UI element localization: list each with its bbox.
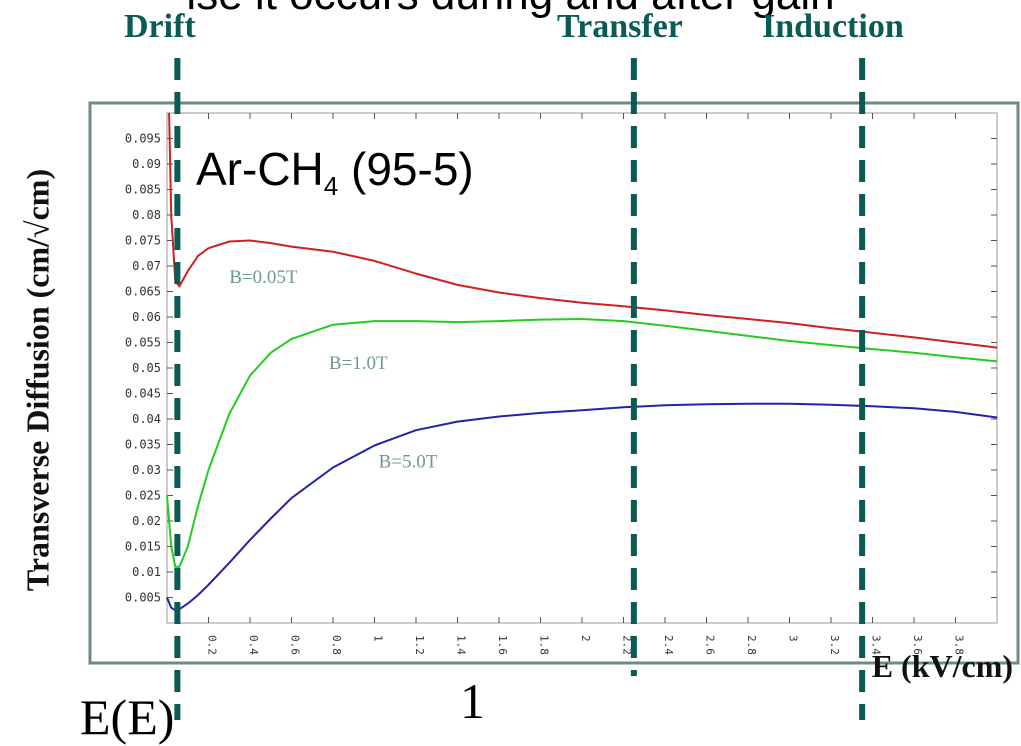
- x-tick-label: 3.8: [953, 635, 966, 655]
- series-line-b-1-0t: [166, 318, 998, 568]
- formula-fragment-left: E(E): [80, 689, 175, 745]
- y-tick-label: 0.06: [132, 310, 161, 324]
- y-tick-label: 0.09: [132, 157, 161, 171]
- y-tick-label: 0.04: [132, 412, 161, 426]
- series-line-b-0-05t: [168, 112, 998, 349]
- x-axis-label: E (kV/cm): [871, 648, 1013, 684]
- chart-outer-frame: [88, 101, 1020, 665]
- x-tick-label: 1.2: [413, 635, 426, 655]
- plot-area: [166, 112, 998, 624]
- cut-off-banner-text: ise it occurs during and after gain: [0, 0, 1021, 20]
- y-tick-label: 0.02: [132, 514, 161, 528]
- y-tick-label: 0.025: [125, 489, 161, 503]
- y-tick-label: 0.085: [125, 183, 161, 197]
- x-tick-label: 1.4: [455, 635, 468, 655]
- x-tick-label: 3.4: [870, 635, 883, 655]
- y-tick-label: 0.07: [132, 259, 161, 273]
- y-tick-label: 0.075: [125, 234, 161, 248]
- y-tick-label: 0.065: [125, 285, 161, 299]
- series-label: B=1.0T: [329, 353, 388, 374]
- x-tick-label: 2.6: [704, 635, 717, 655]
- series-label: B=5.0T: [379, 451, 438, 472]
- x-tick-label: 0.2: [206, 635, 219, 655]
- y-tick-label: 0.045: [125, 387, 161, 401]
- x-tick-label: 2.2: [621, 635, 634, 655]
- y-tick-label: 0.01: [132, 565, 161, 579]
- x-tick-label: 3: [787, 635, 800, 642]
- y-tick-label: 0.08: [132, 208, 161, 222]
- x-tick-label: 2.4: [662, 635, 675, 655]
- y-tick-label: 0.005: [125, 591, 161, 605]
- y-axis-label: Transverse Diffusion (cm/√cm): [19, 168, 56, 592]
- x-tick-label: 0.8: [330, 635, 343, 655]
- x-tick-label: 2.8: [745, 635, 758, 655]
- series-label: B=0.05T: [229, 267, 298, 288]
- y-tick-label: 0.035: [125, 438, 161, 452]
- x-tick-label: 0.6: [289, 635, 302, 655]
- x-tick-label: 2: [579, 635, 592, 642]
- x-tick-label: 1.8: [538, 635, 551, 655]
- gas-mixture-label: Ar-CH4 (95-5): [196, 143, 474, 202]
- y-tick-label: 0.05: [132, 361, 161, 375]
- y-tick-label: 0.055: [125, 336, 161, 350]
- region-label-drift: Drift: [124, 8, 196, 45]
- x-tick-label: 1.6: [496, 635, 509, 655]
- y-tick-label: 0.03: [132, 463, 161, 477]
- x-tick-label: 3.2: [828, 635, 841, 655]
- x-tick-label: 0.4: [247, 635, 260, 655]
- x-tick-label: 1: [372, 635, 385, 642]
- diffusion-chart: 0.005 0.01 0.015 0.02 0.025 0.03 0.035 0.04 0.04…: [88, 58, 1020, 720]
- y-tick-label: 0.015: [125, 540, 161, 554]
- y-tick-label: 0.095: [125, 132, 161, 146]
- x-tick-label: 3.6: [911, 635, 924, 655]
- region-label-induction: Induction: [762, 8, 904, 45]
- series-line-b-5-0t: [166, 402, 998, 612]
- formula-fragment-right: 1: [460, 673, 485, 729]
- region-label-transfer: Transfer: [557, 8, 683, 45]
